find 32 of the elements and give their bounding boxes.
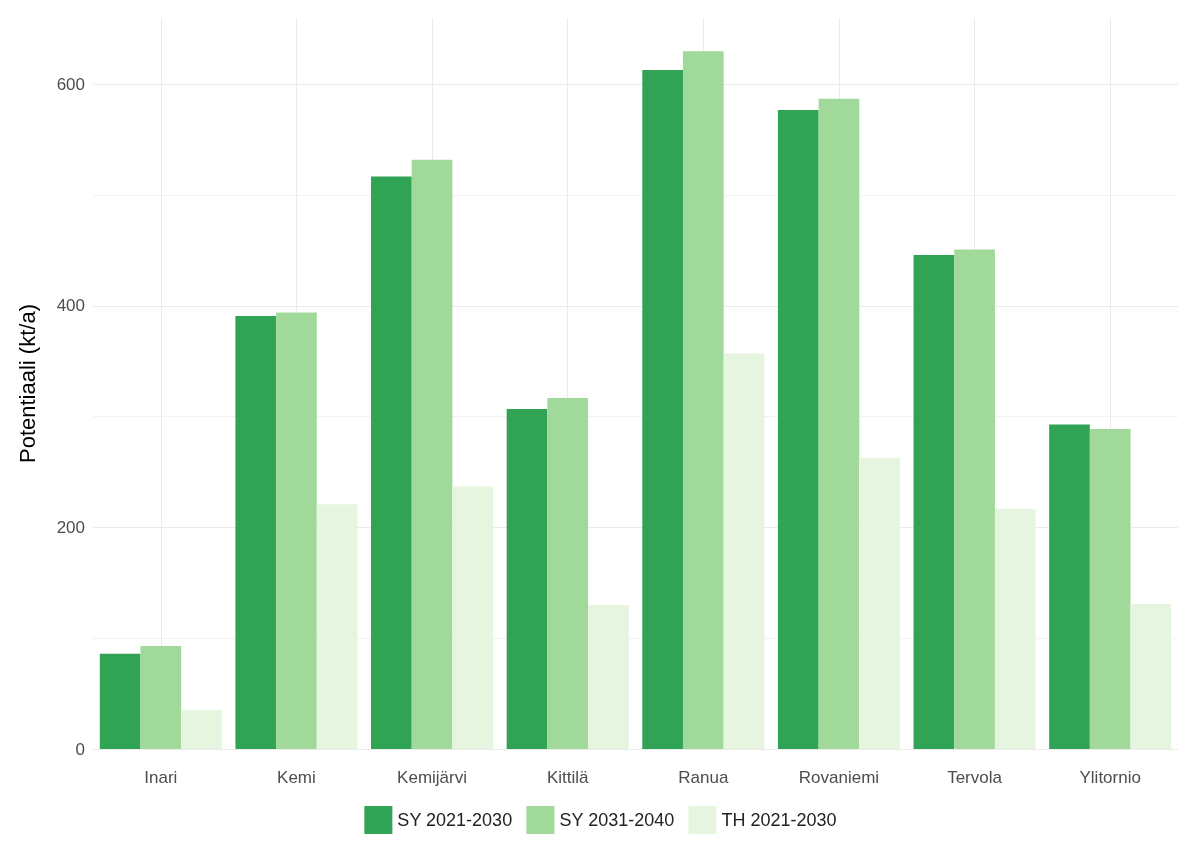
bar xyxy=(276,312,317,749)
bar xyxy=(99,653,141,749)
bar xyxy=(140,646,182,749)
bar xyxy=(777,109,819,749)
y-tick-label: 200 xyxy=(56,517,85,537)
x-tick-label: Tervola xyxy=(947,768,1003,787)
y-tick-label: 0 xyxy=(75,739,85,759)
x-tick-label: Ylitornio xyxy=(1079,768,1141,787)
bar xyxy=(954,249,995,749)
bar xyxy=(913,255,955,749)
bar xyxy=(682,51,724,749)
x-tick-label: Rovaniemi xyxy=(798,768,880,787)
y-tick-label: 600 xyxy=(56,74,85,94)
bar xyxy=(547,397,589,749)
x-tick-label: Kemi xyxy=(277,768,316,787)
bar xyxy=(411,159,453,749)
legend-label: SY 2031-2040 xyxy=(559,810,675,830)
legend-label: TH 2021-2030 xyxy=(721,810,837,830)
x-tick-label: Kittilä xyxy=(546,768,590,787)
x-tick-label: Kemijärvi xyxy=(397,768,468,787)
x-tick-label: Ranua xyxy=(678,768,729,787)
x-tick-label: Inari xyxy=(144,768,178,787)
bar xyxy=(1049,424,1090,749)
bar xyxy=(818,98,860,749)
bar xyxy=(642,70,683,749)
bar xyxy=(235,315,277,749)
y-axis-title: Potentiaali (kt/a) xyxy=(14,304,40,463)
bar xyxy=(1089,428,1131,749)
legend-label: SY 2021-2030 xyxy=(397,810,513,830)
bar xyxy=(371,176,412,749)
y-tick-label: 400 xyxy=(56,296,85,316)
bar xyxy=(506,408,548,749)
